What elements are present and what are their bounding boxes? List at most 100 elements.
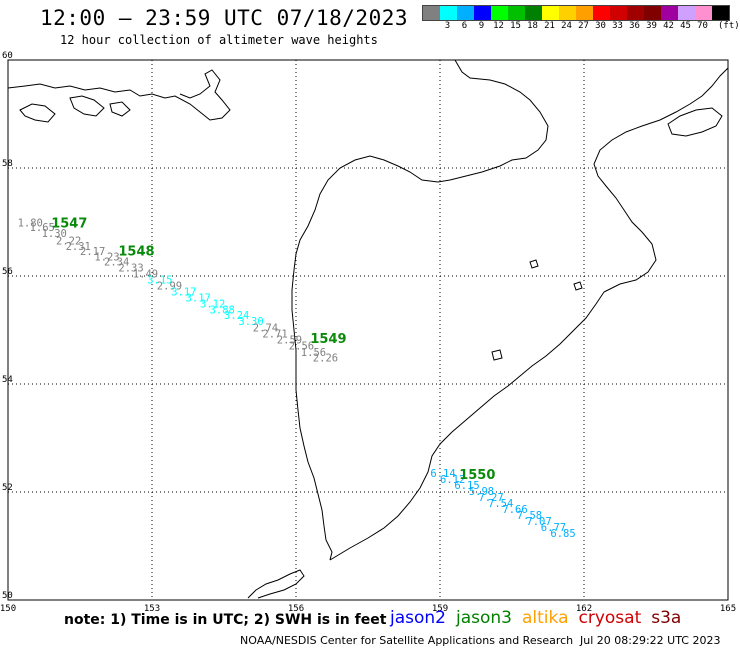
- lon-tick-label: 162: [576, 604, 592, 614]
- wave-height-label: 2.22: [56, 236, 81, 248]
- legend-label: 36: [629, 21, 640, 31]
- track-1549: 1549: [310, 332, 346, 347]
- legend-label: 15: [510, 21, 521, 31]
- grid-lines: [8, 60, 728, 600]
- wave-height-label: 1.80: [18, 217, 43, 229]
- lat-tick-label: 60: [2, 51, 13, 61]
- wave-height-label: 1.30: [42, 228, 67, 240]
- pass-number-label: 1550: [459, 468, 495, 483]
- legend-swatch: [678, 6, 695, 20]
- wave-height-label: 7.66: [502, 504, 527, 516]
- lon-tick-label: 150: [0, 604, 16, 614]
- wave-height-label: 2.59: [277, 335, 302, 347]
- coastline: [7, 59, 729, 599]
- wave-height-label: 2.71: [262, 329, 287, 341]
- legend-label: 12: [493, 21, 504, 31]
- wave-height-label: 5.98: [469, 486, 494, 498]
- lon-tick-label: 153: [144, 604, 160, 614]
- wave-height-label: 7.54: [488, 498, 513, 510]
- wave-height-label: 2.74: [253, 323, 278, 335]
- legend-swatch: [542, 6, 559, 20]
- satellite-jason2: jason2: [390, 608, 446, 628]
- legend-label: 24: [561, 21, 572, 31]
- wave-height-label: 6.85: [550, 528, 575, 540]
- satellite-altika: altika: [522, 608, 569, 628]
- track-1547: 1.801.651.302.222.312.17 1547: [18, 216, 106, 258]
- satellite-s3a: s3a: [651, 608, 682, 628]
- wave-height-label: 2.99: [157, 281, 182, 293]
- wave-height-label: 3.24: [224, 310, 249, 322]
- legend-swatch: [644, 6, 661, 20]
- legend-label: 70: [697, 21, 708, 31]
- wave-height-label: 1.49: [133, 269, 158, 281]
- legend-label: 33: [612, 21, 623, 31]
- legend-label: 3: [444, 21, 451, 31]
- legend-label: 21: [544, 21, 555, 31]
- legend-label: 18: [527, 21, 538, 31]
- lon-tick-label: 159: [432, 604, 448, 614]
- legend-swatch: [593, 6, 610, 20]
- wave-height-label: 3.88: [210, 304, 235, 316]
- wave-height-label: 6.14: [430, 468, 455, 480]
- color-legend: [422, 5, 730, 21]
- wave-height-label: 3.17: [171, 286, 196, 298]
- pass-number-label: 1548: [118, 244, 154, 259]
- satellite-jason3: jason3: [456, 608, 512, 628]
- footer-note: note: 1) Time is in UTC; 2) SWH is in fe…: [64, 612, 387, 628]
- wave-height-label: 2.56: [289, 340, 314, 352]
- lat-tick-label: 56: [2, 267, 13, 277]
- legend-swatch: [474, 6, 491, 20]
- map-frame: [7, 59, 729, 601]
- legend-swatch: [491, 6, 508, 20]
- legend-label: 6: [461, 21, 468, 31]
- wave-height-label: 7.07: [526, 516, 551, 528]
- wave-height-label: 3.30: [238, 316, 263, 328]
- wave-height-label: 3.12: [200, 298, 225, 310]
- page-subtitle: 12 hour collection of altimeter wave hei…: [60, 33, 378, 47]
- wave-height-label: 2.17: [80, 246, 105, 258]
- wave-height-label: 6.15: [454, 480, 479, 492]
- legend-swatch: [559, 6, 576, 20]
- wave-height-label: 1.23: [94, 251, 119, 263]
- pass-number-label: 1549: [310, 332, 346, 347]
- legend-swatch: [508, 6, 525, 20]
- page-title: 12:00 – 23:59 UTC 07/18/2023: [40, 6, 409, 30]
- legend-swatch: [661, 6, 678, 20]
- wave-height-label: 3.15: [147, 275, 172, 287]
- satellite-cryosat: cryosat: [578, 608, 642, 628]
- wave-height-label: 7.58: [517, 510, 542, 522]
- legend-swatch: [423, 6, 440, 20]
- legend-swatch: [712, 6, 729, 20]
- legend-swatch: [610, 6, 627, 20]
- legend-swatch: [457, 6, 474, 20]
- wave-height-label: 7.27: [478, 492, 503, 504]
- lat-tick-label: 52: [2, 483, 13, 493]
- wave-height-label: 6.77: [541, 522, 566, 534]
- legend-label: 30: [595, 21, 606, 31]
- altimeter-tracks: 1.801.651.302.222.312.17 1547 1.232.342.33…: [18, 216, 576, 539]
- satellite-legend: jason2 jason3 altika cryosat s3a: [390, 608, 691, 628]
- lon-tick-label: 165: [720, 604, 736, 614]
- wave-height-label: 2.34: [104, 257, 129, 269]
- track-1550: 6.146.126.155.987.277.547.667.587.076.77…: [430, 468, 575, 540]
- legend-label: 27: [578, 21, 589, 31]
- footer-credit: NOAA/NESDIS Center for Satellite Applica…: [240, 634, 574, 647]
- legend-labels: 3 6 9 12 15 18 21 24 27 30 33 36 39 42 45 70: [422, 21, 728, 33]
- legend-label: 9: [478, 21, 485, 31]
- legend-swatch: [525, 6, 542, 20]
- wave-height-label: 1.56: [301, 347, 326, 359]
- legend-swatch: [627, 6, 644, 20]
- track-1548: 1.232.342.331.493.152.993.173.173.123.88…: [94, 244, 338, 364]
- legend-label: 39: [646, 21, 657, 31]
- legend-swatch: [576, 6, 593, 20]
- footer-timestamp: Jul 20 08:29:22 UTC 2023: [580, 634, 721, 647]
- legend-label: 42: [663, 21, 674, 31]
- wave-height-label: 2.31: [66, 241, 91, 253]
- wave-height-label: 3.17: [186, 292, 211, 304]
- wave-height-label: 2.26: [313, 352, 338, 364]
- legend-label: 45: [680, 21, 691, 31]
- wave-height-label: 1.65: [30, 222, 55, 234]
- legend-unit: (ft): [718, 21, 740, 31]
- wave-height-label: 6.12: [440, 474, 465, 486]
